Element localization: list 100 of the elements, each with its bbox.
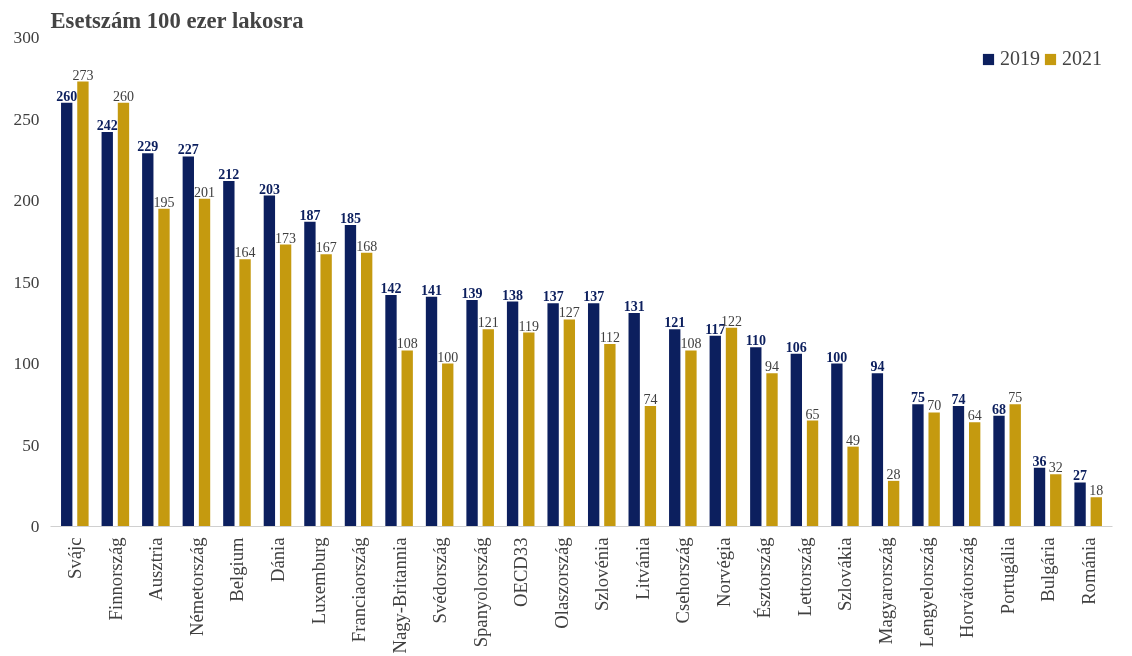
bar — [77, 81, 89, 527]
y-tick-label: 0 — [30, 517, 40, 536]
bar — [117, 102, 130, 527]
chart-title: Esetszám 100 ezer lakosra — [50, 7, 304, 33]
bar — [482, 329, 494, 527]
bar — [101, 132, 113, 527]
x-tick-label: Szlovénia — [591, 536, 613, 612]
x-tick-label: Norvégia — [712, 536, 734, 607]
data-label: 212 — [218, 166, 240, 182]
data-label: 36 — [1032, 453, 1047, 469]
legend-label: 2019 — [1000, 47, 1040, 70]
bar — [750, 347, 762, 527]
data-label: 195 — [153, 194, 175, 210]
bar — [344, 224, 357, 527]
y-tick-label: 100 — [13, 354, 40, 373]
data-label: 70 — [927, 398, 942, 414]
x-tick-label: Dánia — [266, 536, 288, 583]
data-label: 18 — [1089, 483, 1104, 499]
bar — [401, 350, 413, 527]
x-tick-label: Magyarország — [875, 537, 897, 645]
x-tick-label: Portugália — [996, 536, 1018, 615]
data-label: 100 — [826, 349, 848, 365]
bar — [644, 405, 657, 527]
data-label: 227 — [177, 142, 199, 158]
x-tick-label: Lettország — [793, 537, 815, 617]
legend-label: 2021 — [1062, 47, 1102, 70]
x-tick-label: Lengyelország — [915, 537, 937, 648]
bar — [279, 244, 292, 527]
data-label: 100 — [437, 349, 459, 365]
data-label: 167 — [315, 240, 337, 256]
x-tick-label: Franciaország — [348, 537, 370, 643]
x-tick-label: Litvánia — [631, 536, 653, 600]
data-label: 121 — [477, 315, 499, 331]
bar — [669, 329, 681, 527]
bar — [182, 156, 194, 527]
data-label: 108 — [396, 336, 418, 352]
x-tick-label: Svájc — [64, 537, 86, 579]
bar — [1009, 404, 1021, 527]
y-tick-label: 250 — [13, 109, 40, 129]
bar — [1090, 497, 1102, 527]
data-label: 185 — [339, 210, 361, 226]
bar — [320, 254, 332, 527]
bar — [790, 353, 803, 527]
data-label: 139 — [461, 285, 483, 301]
bar — [506, 301, 519, 527]
x-tick-label: Finnország — [104, 537, 126, 621]
bar — [912, 404, 924, 527]
y-tick-label: 200 — [13, 191, 40, 210]
data-label: 28 — [886, 466, 901, 482]
data-label: 112 — [599, 329, 621, 345]
x-tick-label: Spanyolország — [469, 537, 491, 648]
bar — [239, 259, 251, 527]
data-label: 110 — [745, 333, 766, 349]
data-label: 138 — [502, 287, 524, 303]
data-label: 108 — [680, 336, 702, 352]
bar — [563, 319, 576, 527]
data-label: 94 — [765, 359, 780, 375]
bar — [709, 335, 721, 527]
x-tick-label: Bulgária — [1037, 536, 1059, 602]
y-tick-label: 50 — [22, 435, 40, 455]
bar — [952, 405, 965, 527]
bar — [928, 412, 940, 527]
bar — [806, 420, 819, 527]
bar — [547, 303, 559, 527]
data-label: 127 — [558, 305, 580, 321]
x-tick-label: Ausztria — [145, 536, 167, 601]
bar — [523, 332, 535, 527]
data-label: 68 — [992, 401, 1006, 417]
data-label: 137 — [542, 289, 564, 305]
bar — [263, 195, 276, 527]
x-tick-label: Észtország — [753, 537, 775, 619]
data-label: 119 — [518, 318, 540, 334]
x-tick-label: Németország — [185, 537, 207, 636]
bar — [466, 299, 478, 527]
bar — [847, 446, 859, 527]
data-label: 260 — [56, 88, 78, 104]
bar — [442, 363, 454, 527]
data-label: 229 — [137, 139, 159, 155]
bar — [628, 312, 640, 527]
data-label: 273 — [72, 67, 94, 83]
bar — [604, 343, 616, 527]
bar — [61, 102, 73, 527]
data-label: 137 — [583, 289, 605, 305]
data-label: 74 — [643, 391, 658, 407]
x-tick-label: Nagy-Britannia — [388, 536, 410, 654]
data-label: 131 — [623, 298, 645, 314]
data-label: 121 — [664, 315, 686, 331]
data-label: 242 — [96, 118, 118, 134]
data-label: 75 — [1008, 390, 1023, 406]
data-label: 173 — [275, 230, 297, 246]
bar — [304, 221, 316, 527]
data-label: 27 — [1073, 468, 1088, 484]
data-label: 141 — [421, 282, 443, 298]
data-label: 94 — [870, 359, 885, 375]
data-label: 142 — [380, 281, 402, 297]
bar — [766, 373, 778, 527]
bar — [725, 327, 738, 527]
data-label: 168 — [356, 238, 378, 254]
x-tick-label: Románia — [1077, 536, 1099, 605]
data-label: 201 — [194, 184, 216, 200]
